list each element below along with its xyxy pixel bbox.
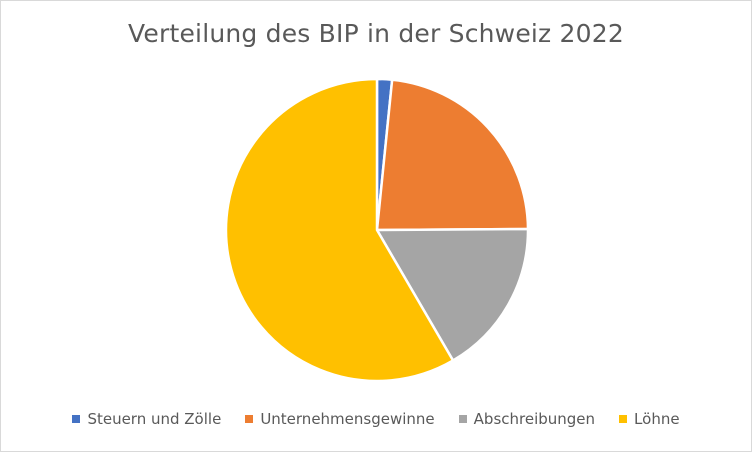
legend-label: Unternehmensgewinne: [260, 410, 435, 428]
legend-swatch: [458, 415, 467, 423]
legend-item-steuern-und-zoelle: Steuern und Zölle: [72, 410, 221, 428]
chart-title: Verteilung des BIP in der Schweiz 2022: [128, 19, 624, 48]
pie-slice-abschreibungen: [375, 227, 530, 362]
legend-swatch: [619, 415, 628, 423]
legend-item-unternehmensgewinne: Unternehmensgewinne: [245, 410, 435, 428]
legend-item-loehne: Löhne: [619, 410, 680, 428]
legend-swatch: [72, 415, 81, 423]
pie-slice-loehne: [224, 77, 455, 383]
legend-swatch: [245, 415, 254, 423]
pie-slice-unternehmensgewinne: [375, 78, 530, 232]
legend-label: Löhne: [634, 410, 680, 428]
legend: Steuern und Zölle Unternehmensgewinne Absc…: [1, 410, 751, 428]
legend-label: Steuern und Zölle: [87, 410, 222, 428]
legend-label: Abschreibungen: [473, 410, 596, 428]
legend-item-abschreibungen: Abschreibungen: [458, 410, 596, 428]
